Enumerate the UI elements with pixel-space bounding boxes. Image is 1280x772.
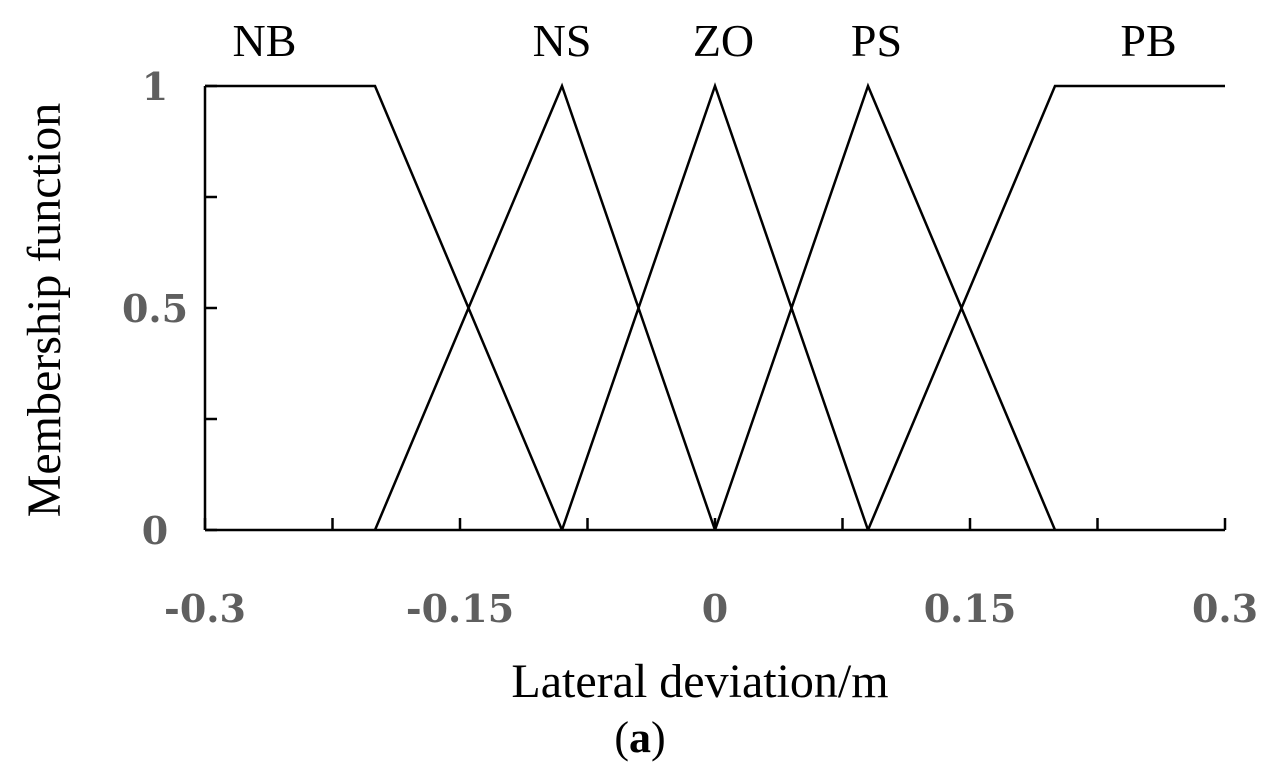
series-line-ps xyxy=(713,82,1057,531)
x-tick-label: 0.15 xyxy=(924,586,1017,631)
caption-letter: a xyxy=(629,713,651,762)
figure-caption: (a) xyxy=(614,713,665,762)
y-axis-title: Membership function xyxy=(18,103,71,518)
series-label-zo: ZO xyxy=(693,15,754,66)
series-line-zo xyxy=(560,82,870,531)
caption-close-paren: ) xyxy=(651,713,666,762)
series-label-nb: NB xyxy=(233,15,297,66)
series-label-ps: PS xyxy=(851,15,902,66)
series-lines xyxy=(205,82,1225,531)
series-line-nb xyxy=(205,84,564,531)
y-tick-label: 0 xyxy=(142,508,168,553)
x-tick-label: 0 xyxy=(702,586,728,631)
series-labels: NB NS ZO PS PB xyxy=(233,15,1177,66)
caption-open-paren: ( xyxy=(614,713,629,762)
x-tick-label: -0.3 xyxy=(164,586,246,631)
y-tick-label: 1 xyxy=(142,64,168,109)
x-tick-label: -0.15 xyxy=(406,586,514,631)
y-tick-label: 0.5 xyxy=(122,286,188,331)
tick-labels: -0.3 -0.15 0 0.15 0.3 0 0.5 1 xyxy=(122,64,1258,631)
series-line-ns xyxy=(373,82,717,531)
x-axis-title: Lateral deviation/m xyxy=(511,655,888,708)
series-label-ns: NS xyxy=(533,15,592,66)
series-label-pb: PB xyxy=(1120,15,1176,66)
series-line-pb xyxy=(866,84,1225,531)
axes xyxy=(203,84,1227,532)
x-tick-label: 0.3 xyxy=(1192,586,1258,631)
